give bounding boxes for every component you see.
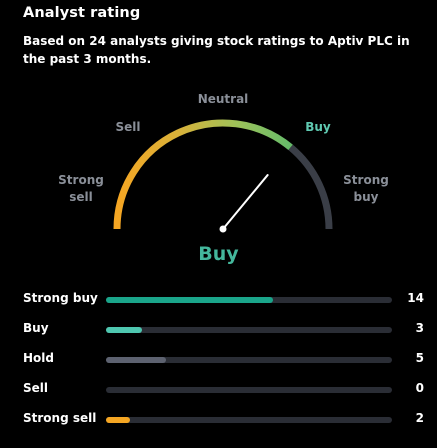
widget-title: Analyst rating <box>23 5 141 21</box>
breakdown-track <box>106 297 392 303</box>
gauge-label-neutral: Neutral <box>197 92 249 106</box>
gauge-fill <box>113 119 293 230</box>
breakdown-count: 0 <box>415 381 424 395</box>
breakdown-track <box>106 357 392 363</box>
breakdown-label: Strong buy <box>23 291 98 305</box>
breakdown-track <box>106 327 392 333</box>
gauge-label-sell: Sell <box>115 120 141 134</box>
breakdown-track <box>106 417 392 423</box>
breakdown-count: 14 <box>407 291 424 305</box>
rating-verdict: Buy <box>198 243 239 265</box>
breakdown-bar <box>106 417 130 423</box>
gauge-track <box>288 144 333 230</box>
breakdown-label: Sell <box>23 381 49 395</box>
breakdown-bar <box>106 297 273 303</box>
breakdown-label: Buy <box>23 321 49 335</box>
breakdown-count: 2 <box>415 411 424 425</box>
widget-subtitle: Based on 24 analysts giving stock rating… <box>23 34 410 66</box>
breakdown-track <box>106 387 392 393</box>
gauge-label-strong-buy: Strong buy <box>343 173 389 204</box>
gauge-label-strong-sell: Strong sell <box>58 173 104 204</box>
breakdown-bar <box>106 327 142 333</box>
breakdown-count: 3 <box>415 321 424 335</box>
gauge-needle <box>222 174 269 230</box>
gauge-label-buy: Buy <box>305 120 331 134</box>
breakdown-label: Hold <box>23 351 54 365</box>
breakdown-count: 5 <box>415 351 424 365</box>
gauge-needle-pivot <box>219 225 227 233</box>
breakdown-bar <box>106 357 166 363</box>
breakdown-label: Strong sell <box>23 411 97 425</box>
rating-gauge <box>113 119 333 233</box>
